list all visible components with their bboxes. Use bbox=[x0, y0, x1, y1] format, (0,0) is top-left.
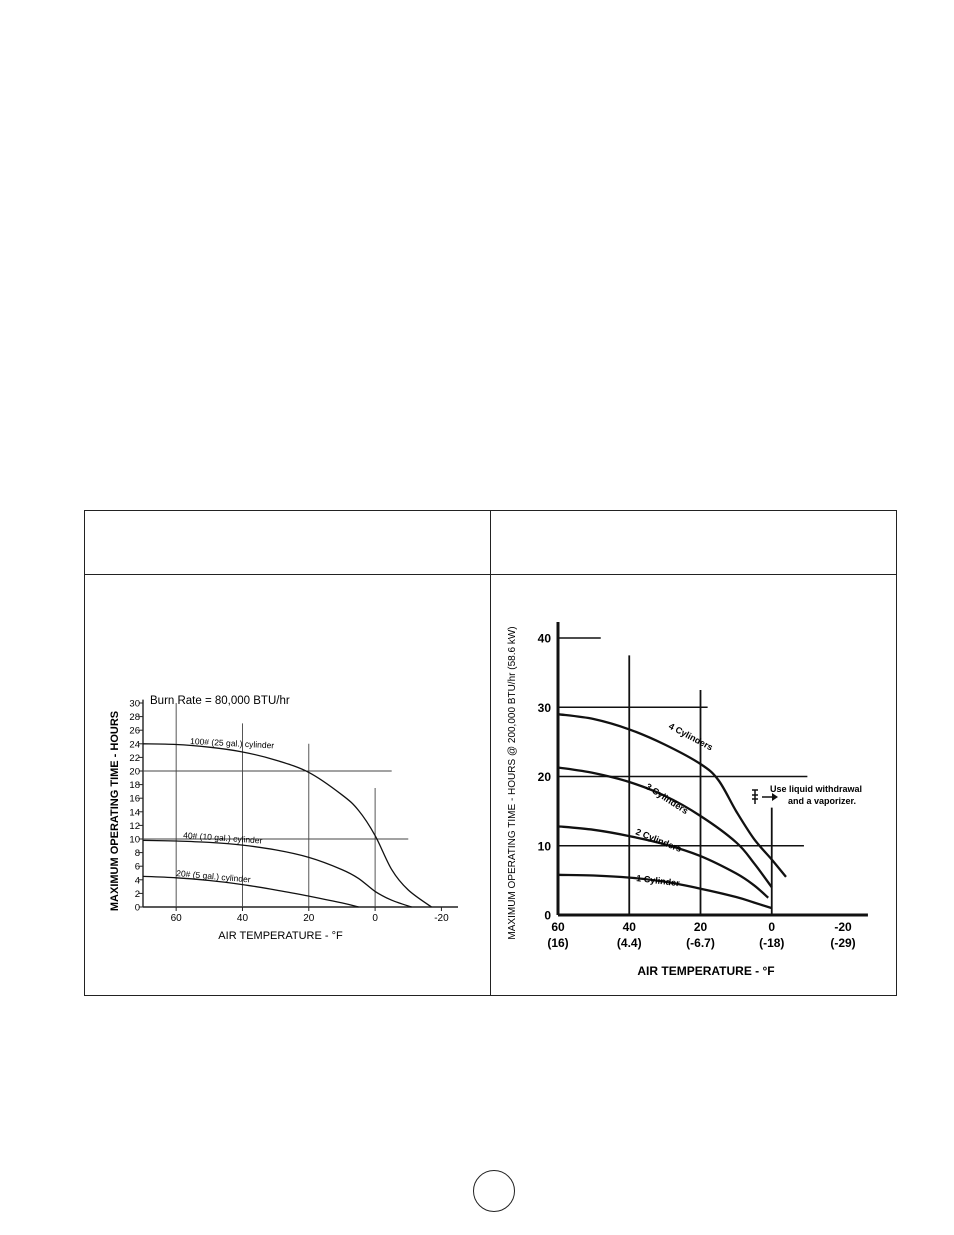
page-number bbox=[473, 1170, 515, 1212]
series-line-4 bbox=[557, 873, 773, 910]
y-axis-label: MAXIMUM OPERATING TIME - HOURS bbox=[109, 711, 121, 911]
series-label: 4 Cylinders bbox=[667, 721, 715, 753]
y-tick-label: 18 bbox=[129, 780, 140, 791]
chart-table bbox=[84, 510, 897, 996]
series-line-3 bbox=[142, 875, 359, 908]
series-label: 3 Cylinders bbox=[644, 781, 690, 816]
x-tick-label: -20 bbox=[834, 920, 852, 934]
x-axis-label: AIR TEMPERATURE - °F bbox=[218, 930, 343, 942]
chart-title: Burn Rate = 80,000 BTU/hr bbox=[150, 695, 290, 707]
y-tick-label: 20 bbox=[538, 770, 552, 784]
y-tick-label: 24 bbox=[129, 739, 140, 750]
y-tick-label: 10 bbox=[129, 835, 140, 846]
vaporizer-icon bbox=[752, 789, 758, 804]
annotation-line-2: and a vaporizer. bbox=[788, 796, 856, 806]
x-tick-sublabel: (16) bbox=[547, 936, 568, 950]
y-tick-label: 4 bbox=[135, 875, 140, 886]
series-label: 2 Cylinders bbox=[634, 827, 683, 854]
series-line-2 bbox=[557, 766, 773, 888]
x-tick-label: 20 bbox=[303, 913, 315, 924]
x-tick-label: 0 bbox=[768, 920, 775, 934]
y-tick-label: 2 bbox=[135, 889, 140, 900]
y-tick-label: 26 bbox=[129, 726, 140, 737]
arrow-right-icon bbox=[772, 793, 778, 801]
y-tick-label: 30 bbox=[129, 699, 140, 710]
y-tick-label: 0 bbox=[544, 909, 551, 923]
y-tick-label: 40 bbox=[538, 632, 552, 646]
series-line-2 bbox=[142, 839, 412, 908]
x-tick-sublabel: (-6.7) bbox=[686, 936, 715, 950]
y-tick-label: 0 bbox=[135, 903, 140, 914]
series-label: 1 Cylinder bbox=[636, 873, 681, 888]
x-tick-label: 20 bbox=[694, 920, 708, 934]
y-tick-label: 30 bbox=[538, 701, 552, 715]
annotation-line-1: Use liquid withdrawal bbox=[770, 784, 862, 794]
x-tick-label: 60 bbox=[551, 920, 565, 934]
table-header-left bbox=[85, 511, 490, 574]
series-label: 100# (25 gal.) cylinder bbox=[190, 736, 275, 750]
x-tick-sublabel: (-29) bbox=[830, 936, 855, 950]
series-line-3 bbox=[557, 825, 769, 899]
chart-200000-btu: 0 10 20 30 40 60 (16) 40 (4.4) 20 (-6.7) 0 (-18) -20 (… bbox=[507, 622, 868, 978]
y-axis-label: MAXIMUM OPERATING TIME - HOURS @ 200,000… bbox=[507, 626, 518, 939]
table-header-right bbox=[491, 511, 897, 574]
y-tick-label: 22 bbox=[129, 753, 140, 764]
y-tick-label: 12 bbox=[129, 821, 140, 832]
x-axis-label: AIR TEMPERATURE - °F bbox=[637, 964, 774, 978]
x-tick-label: 0 bbox=[372, 913, 378, 924]
x-tick-sublabel: (4.4) bbox=[617, 936, 642, 950]
table-row-divider bbox=[85, 574, 896, 576]
x-tick-label: 60 bbox=[171, 913, 183, 924]
y-tick-label: 16 bbox=[129, 794, 140, 805]
series-line-1 bbox=[557, 713, 787, 878]
y-tick-label: 20 bbox=[129, 767, 140, 778]
series-line-1 bbox=[142, 743, 432, 908]
x-tick-label: -20 bbox=[434, 913, 449, 924]
y-tick-label: 14 bbox=[129, 807, 140, 818]
x-tick-sublabel: (-18) bbox=[759, 936, 784, 950]
y-tick-label: 28 bbox=[129, 712, 140, 723]
table-column-divider bbox=[490, 511, 492, 995]
y-tick-label: 6 bbox=[135, 862, 140, 873]
y-tick-label: 10 bbox=[538, 839, 552, 853]
x-tick-label: 40 bbox=[237, 913, 249, 924]
series-label: 20# (5 gal.) cylinder bbox=[176, 868, 251, 884]
x-tick-label: 40 bbox=[623, 920, 637, 934]
y-tick-label: 8 bbox=[135, 848, 140, 859]
